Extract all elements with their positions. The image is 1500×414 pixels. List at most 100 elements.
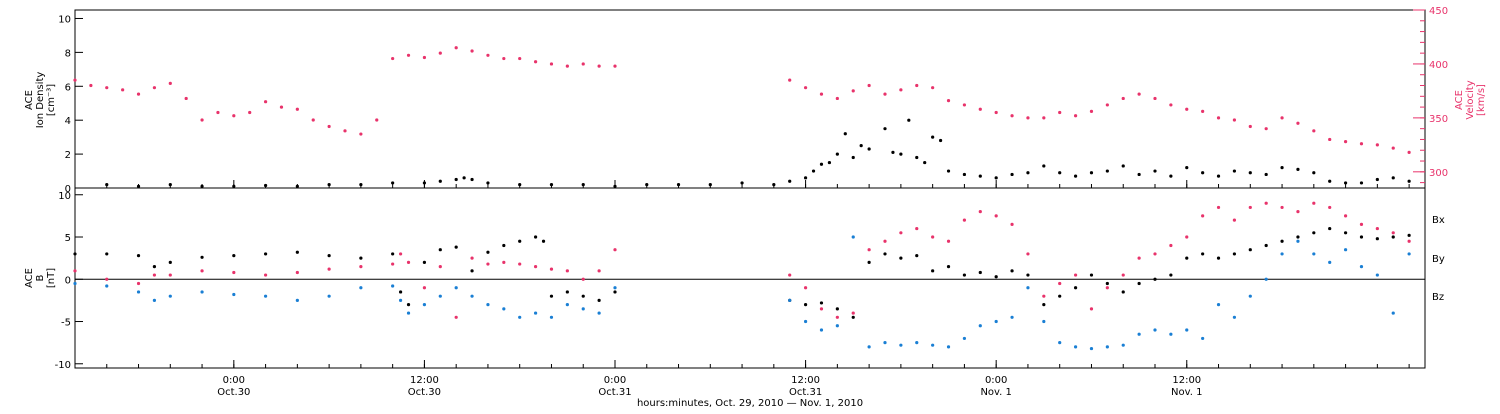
by-point [152,298,157,302]
velocity-point [406,53,411,57]
density-point [835,152,839,156]
by-point [803,319,808,324]
velocity-point [1232,118,1237,122]
density-point [1296,167,1300,171]
top-ylabel-line1: ACE [24,90,35,110]
velocity-point [1058,110,1062,115]
density-point [867,147,871,151]
bx-point [851,315,855,319]
bx-point [1280,239,1284,243]
bz-point [1328,205,1332,210]
velocity-point [327,124,331,129]
bz-point [867,248,871,252]
by-point [73,281,77,286]
velocity-point [1201,109,1205,114]
top-y-tick-label: 6 [65,82,71,93]
bz-point [883,239,887,243]
top-ylabel: ACE Ion Density [cm⁻³] [24,72,57,129]
velocity-point [343,129,347,133]
by-point [1153,328,1157,332]
bx-point [136,254,141,258]
velocity-point [1105,103,1109,107]
top-ylabel-line3: [cm⁻³] [46,84,57,116]
bz-point [168,273,172,277]
top-panel-frame [74,9,1426,189]
x-tick-date: Oct.31 [598,387,631,398]
by-point [962,336,967,341]
bx-point [152,264,157,269]
velocity-point [1312,129,1316,133]
bz-point [1105,286,1109,290]
by-point [1026,286,1030,290]
velocity-point [835,96,839,101]
bz-point [549,267,554,271]
by-point [470,294,474,298]
by-point [1185,328,1189,332]
bz-point [597,269,601,273]
by-point [1058,341,1062,345]
density-point [1264,172,1268,177]
bx-point [359,256,363,260]
bz-point [502,260,506,264]
bz-point [1010,222,1014,226]
velocity-point [1185,107,1189,111]
bx-point [1026,273,1030,277]
bz-point [803,286,808,290]
bz-point [105,277,109,281]
velocity-point [216,110,220,115]
bz-point [406,260,411,264]
legend-bx: Bx [1432,215,1445,226]
bx-point [1407,233,1411,237]
by-point [1121,343,1125,347]
by-point [613,286,617,290]
bottom-y-tick-label: 10 [58,191,71,202]
top-y2label-line3: [km/s] [1476,84,1487,116]
density-point [232,184,236,188]
density-point [168,183,172,187]
velocity-point [1026,116,1030,120]
density-point [1216,174,1221,178]
bz-point [788,273,792,277]
x-tick-date: Nov. 1 [980,387,1011,398]
by-point [867,345,871,349]
bz-point [613,248,617,252]
density-point [359,183,363,187]
velocity-point [518,56,522,61]
bx-point [962,273,967,277]
top-y2label: ACE Velocity [km/s] [1454,80,1487,119]
bz-point [1201,214,1205,218]
density-point [708,183,712,187]
bz-point [931,235,935,239]
bx-point [1264,243,1268,248]
bz-point [1121,273,1125,277]
top-y-tick-label: 4 [65,116,71,127]
velocity-point [184,96,188,101]
velocity-point [803,86,808,90]
by-point [502,307,506,311]
velocity-point [1343,140,1348,144]
by-point [359,286,363,290]
density-point [581,183,585,187]
velocity-point [1407,150,1411,154]
bx-point [978,270,982,275]
velocity-point [200,118,204,122]
bz-point [962,218,967,222]
bx-point [597,298,601,302]
density-point [438,179,442,183]
density-point [946,169,951,173]
density-point [811,169,816,173]
bx-point [1232,252,1237,256]
by-point [518,315,522,319]
density-point [1010,172,1014,177]
bx-point [931,269,935,273]
bx-point [422,260,427,264]
bz-point [136,281,141,286]
velocity-point [1375,143,1379,147]
velocity-point [915,83,919,88]
bx-point [263,252,268,256]
bx-point [1185,256,1189,260]
by-point [200,290,204,294]
bx-point [835,307,839,311]
velocity-point [899,88,903,92]
